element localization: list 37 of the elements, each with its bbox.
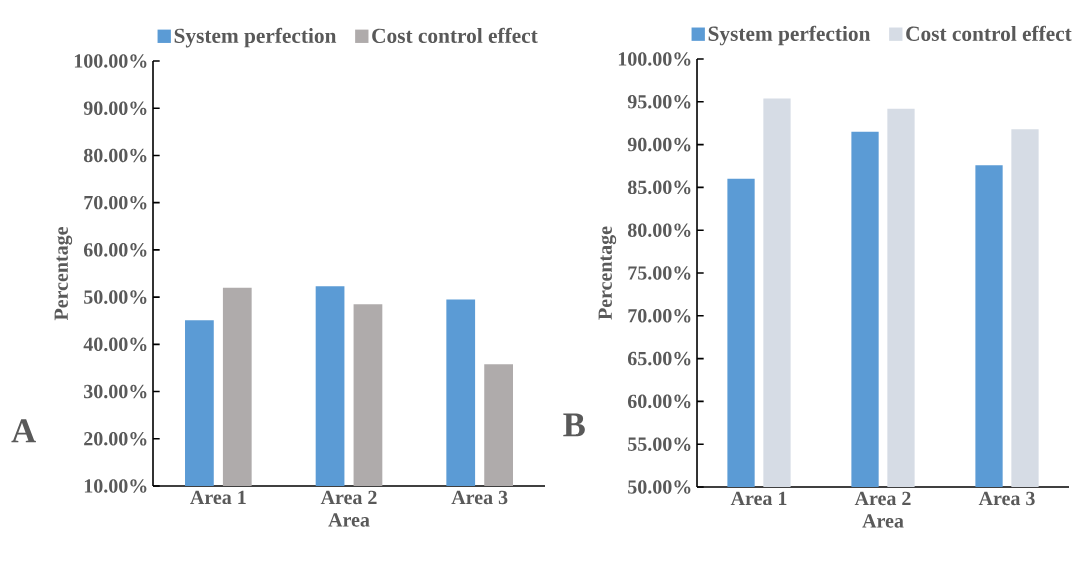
y-tick-label: 80.00% [627,223,691,237]
y-tick-label: 90.00% [83,101,147,116]
x-tick-label: Area 2 [854,491,911,506]
y-tick-label: 85.00% [627,180,691,195]
y-tick-label: 20.00% [84,431,147,446]
y-tick-label: 55.00% [628,437,691,451]
y-tick-label: 80.00% [83,148,147,163]
y-tick-label: 60.00% [627,394,691,409]
x-axis-title: Area [862,514,904,528]
x-tick-label: Area 3 [451,490,508,505]
y-tick-label: 100.00% [74,54,147,68]
y-tick-label: 90.00% [627,137,691,152]
x-tick-label: Area 1 [730,491,787,506]
y-axis-title: Percentage [54,226,73,321]
y-tick-label: 50.00% [628,480,691,494]
x-axis-title: Area [328,513,370,527]
legend-label: System perfection [174,27,337,48]
x-tick-label: Area 2 [320,490,377,505]
x-tick-label: Area 3 [978,491,1035,506]
legend-label: Cost control effect [372,27,538,43]
x-tick-label: Area 1 [190,490,246,505]
y-tick-label: 95.00% [627,95,691,109]
legend-label: Cost control effect [906,25,1072,41]
y-tick-label: 65.00% [627,351,691,366]
y-tick-label: 70.00% [628,309,691,323]
y-tick-label: 10.00% [84,479,147,493]
y-tick-label: 30.00% [84,384,147,399]
text: B [563,413,585,437]
y-axis-title: Percentage [598,226,617,320]
y-tick-label: 70.00% [84,195,147,210]
text: A [11,419,36,443]
y-tick-label: 60.00% [83,243,147,257]
y-tick-label: 100.00% [618,52,691,66]
y-tick-label: 75.00% [628,266,691,280]
legend-label: System perfection [708,25,871,46]
y-tick-label: 50.00% [84,290,147,304]
y-tick-label: 40.00% [83,337,147,352]
